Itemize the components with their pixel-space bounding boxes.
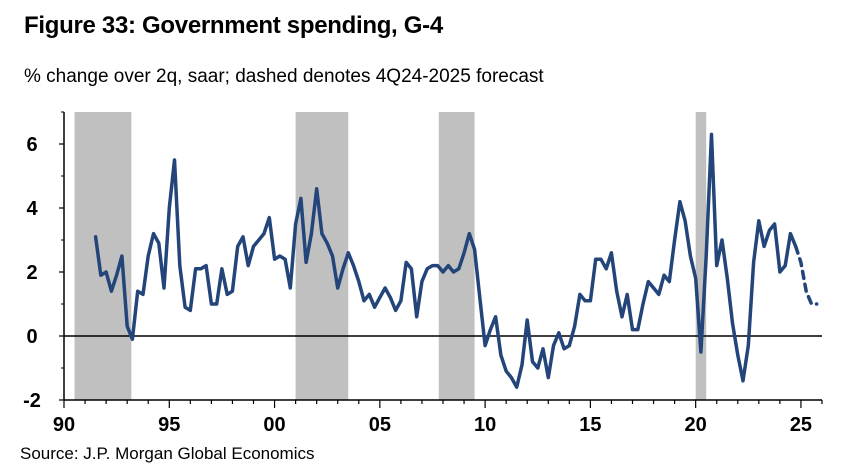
y-tick-label: -2 [23, 390, 41, 412]
source-note: Source: J.P. Morgan Global Economics [20, 444, 315, 463]
y-tick-label: 0 [26, 326, 37, 348]
chart-subtitle: % change over 2q, saar; dashed denotes 4… [24, 66, 544, 87]
recession-bands [74, 112, 707, 400]
x-tick-label: 05 [369, 414, 391, 436]
axes [59, 111, 823, 408]
recession-band [695, 112, 707, 400]
x-tick-label: 00 [263, 414, 285, 436]
actual-line [93, 132, 798, 389]
forecast-line [793, 244, 819, 306]
recession-band [438, 112, 475, 400]
chart-title: Figure 33: Government spending, G-4 [24, 12, 443, 39]
y-tick-label: 2 [26, 262, 37, 284]
x-tick-label: 15 [579, 414, 601, 436]
x-tick-label: 10 [474, 414, 496, 436]
y-tick-label: 6 [26, 134, 37, 156]
recession-band [295, 112, 349, 400]
tick-labels: -2 0 2 4 6 90 95 00 05 10 15 20 25 [23, 134, 812, 436]
x-tick-label: 90 [53, 414, 75, 436]
y-tick-label: 4 [26, 198, 38, 220]
x-tick-label: 25 [790, 414, 812, 436]
x-tick-label: 95 [158, 414, 180, 436]
series-lines [93, 132, 819, 389]
x-tick-label: 20 [685, 414, 707, 436]
